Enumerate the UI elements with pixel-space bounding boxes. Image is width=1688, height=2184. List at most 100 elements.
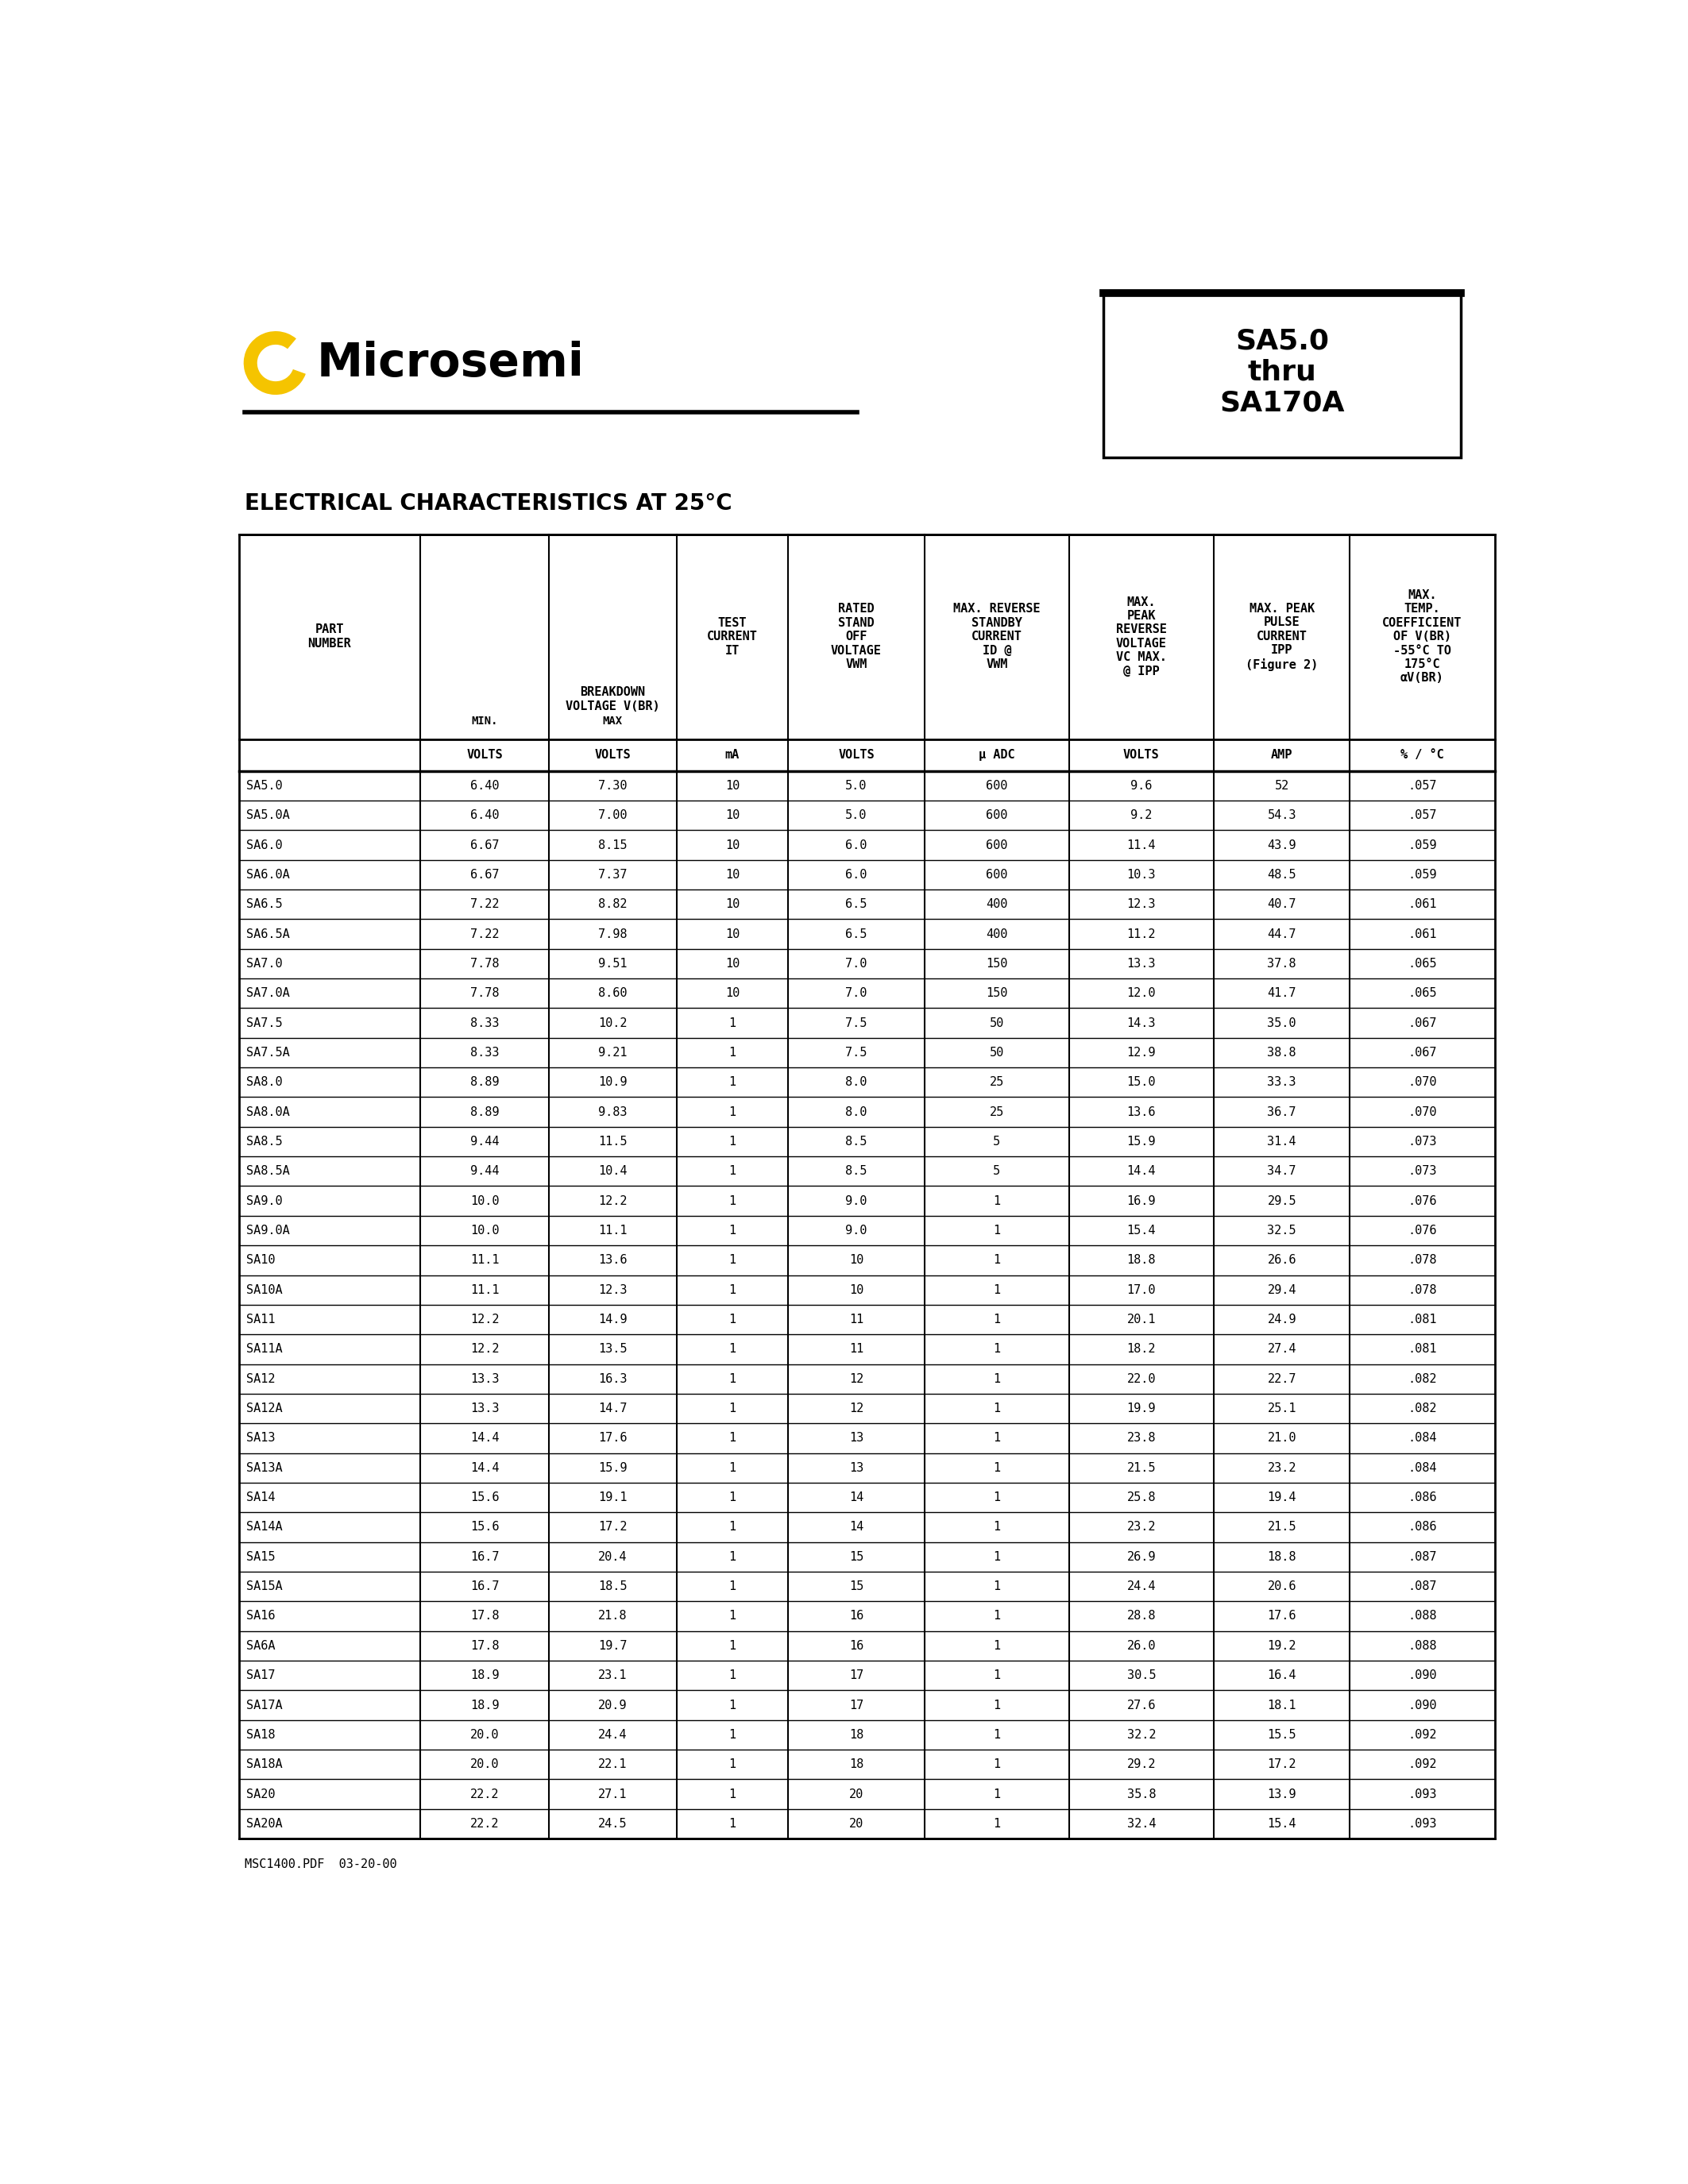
Text: 8.0: 8.0: [846, 1077, 868, 1088]
Text: 7.22: 7.22: [469, 898, 500, 911]
Text: SA8.0A: SA8.0A: [246, 1105, 290, 1118]
Text: 20.9: 20.9: [598, 1699, 626, 1710]
Text: 17.2: 17.2: [598, 1522, 626, 1533]
Text: 1: 1: [729, 1730, 736, 1741]
Text: 18: 18: [849, 1758, 864, 1771]
Text: SA18: SA18: [246, 1730, 275, 1741]
Text: SA6.0A: SA6.0A: [246, 869, 290, 880]
Text: 1: 1: [729, 1105, 736, 1118]
Bar: [238, 535, 1494, 1839]
Text: 1: 1: [729, 1699, 736, 1710]
Bar: [1104, 293, 1460, 459]
Text: 7.78: 7.78: [469, 959, 500, 970]
Text: 13: 13: [849, 1461, 864, 1474]
Text: 1: 1: [993, 1789, 1001, 1800]
Text: 20.4: 20.4: [598, 1551, 626, 1564]
Text: 10.0: 10.0: [469, 1225, 500, 1236]
Text: 35.0: 35.0: [1268, 1018, 1296, 1029]
Text: 13.9: 13.9: [1268, 1789, 1296, 1800]
Text: 5: 5: [993, 1136, 1001, 1147]
Text: 21.0: 21.0: [1268, 1433, 1296, 1444]
Text: 16.7: 16.7: [469, 1581, 500, 1592]
Text: 17.8: 17.8: [469, 1610, 500, 1623]
Text: 20.1: 20.1: [1128, 1313, 1156, 1326]
Text: 1: 1: [993, 1225, 1001, 1236]
Text: 6.67: 6.67: [469, 869, 500, 880]
Text: 12: 12: [849, 1402, 864, 1415]
Text: 32.2: 32.2: [1128, 1730, 1156, 1741]
Text: 15: 15: [849, 1581, 864, 1592]
Text: 1: 1: [993, 1640, 1001, 1651]
Text: .092: .092: [1408, 1758, 1436, 1771]
Text: 24.4: 24.4: [1128, 1581, 1156, 1592]
Text: 26.0: 26.0: [1128, 1640, 1156, 1651]
Text: 24.4: 24.4: [598, 1730, 626, 1741]
Text: SA13: SA13: [246, 1433, 275, 1444]
Text: .082: .082: [1408, 1402, 1436, 1415]
Text: SA8.5A: SA8.5A: [246, 1166, 290, 1177]
Text: SA20A: SA20A: [246, 1817, 282, 1830]
Text: 11.2: 11.2: [1128, 928, 1156, 939]
Text: 14.4: 14.4: [469, 1433, 500, 1444]
Text: SA7.0A: SA7.0A: [246, 987, 290, 1000]
Text: 8.5: 8.5: [846, 1136, 868, 1147]
Text: 7.37: 7.37: [598, 869, 626, 880]
Text: 22.1: 22.1: [598, 1758, 626, 1771]
Text: 10: 10: [726, 898, 739, 911]
Text: 20.0: 20.0: [469, 1758, 500, 1771]
Text: 6.40: 6.40: [469, 780, 500, 791]
Text: 1: 1: [993, 1730, 1001, 1741]
Text: 1: 1: [993, 1402, 1001, 1415]
Text: 1: 1: [993, 1461, 1001, 1474]
Text: 11.1: 11.1: [469, 1284, 500, 1295]
Text: 31.4: 31.4: [1268, 1136, 1296, 1147]
Text: 16.9: 16.9: [1128, 1195, 1156, 1208]
Text: 7.00: 7.00: [598, 810, 626, 821]
Text: 17.8: 17.8: [469, 1640, 500, 1651]
Text: 18.9: 18.9: [469, 1699, 500, 1710]
Text: 48.5: 48.5: [1268, 869, 1296, 880]
Text: % / °C: % / °C: [1401, 749, 1443, 760]
Text: 600: 600: [986, 780, 1008, 791]
Text: 33.3: 33.3: [1268, 1077, 1296, 1088]
Text: 15.4: 15.4: [1268, 1817, 1296, 1830]
Text: SA13A: SA13A: [246, 1461, 282, 1474]
Text: 1: 1: [993, 1254, 1001, 1267]
Text: 1: 1: [729, 1669, 736, 1682]
Text: μ ADC: μ ADC: [979, 749, 1014, 760]
Text: 1: 1: [729, 1046, 736, 1059]
Text: 1: 1: [993, 1758, 1001, 1771]
Text: .057: .057: [1408, 780, 1436, 791]
Text: .070: .070: [1408, 1077, 1436, 1088]
Text: .057: .057: [1408, 810, 1436, 821]
Text: 20: 20: [849, 1817, 864, 1830]
Text: 11: 11: [849, 1313, 864, 1326]
Text: .073: .073: [1408, 1136, 1436, 1147]
Text: 11.4: 11.4: [1128, 839, 1156, 852]
Wedge shape: [243, 332, 306, 395]
Text: SA18A: SA18A: [246, 1758, 282, 1771]
Text: 17: 17: [849, 1699, 864, 1710]
Text: 11.1: 11.1: [469, 1254, 500, 1267]
Text: 10.2: 10.2: [598, 1018, 626, 1029]
Text: VOLTS: VOLTS: [839, 749, 874, 760]
Text: 11.5: 11.5: [598, 1136, 626, 1147]
Text: 18.8: 18.8: [1268, 1551, 1296, 1564]
Text: 6.40: 6.40: [469, 810, 500, 821]
Text: .078: .078: [1408, 1254, 1436, 1267]
Text: VOLTS: VOLTS: [1123, 749, 1160, 760]
Text: 25: 25: [989, 1105, 1004, 1118]
Text: 52: 52: [1274, 780, 1290, 791]
Text: .087: .087: [1408, 1551, 1436, 1564]
Text: 50: 50: [989, 1046, 1004, 1059]
Text: 6.67: 6.67: [469, 839, 500, 852]
Text: 12.0: 12.0: [1128, 987, 1156, 1000]
Text: 13.3: 13.3: [469, 1374, 500, 1385]
Text: 8.89: 8.89: [469, 1077, 500, 1088]
Text: 14.4: 14.4: [1128, 1166, 1156, 1177]
Text: 1: 1: [993, 1551, 1001, 1564]
Text: SA17A: SA17A: [246, 1699, 282, 1710]
Text: .061: .061: [1408, 898, 1436, 911]
Text: SA6A: SA6A: [246, 1640, 275, 1651]
Text: 13.6: 13.6: [1128, 1105, 1156, 1118]
